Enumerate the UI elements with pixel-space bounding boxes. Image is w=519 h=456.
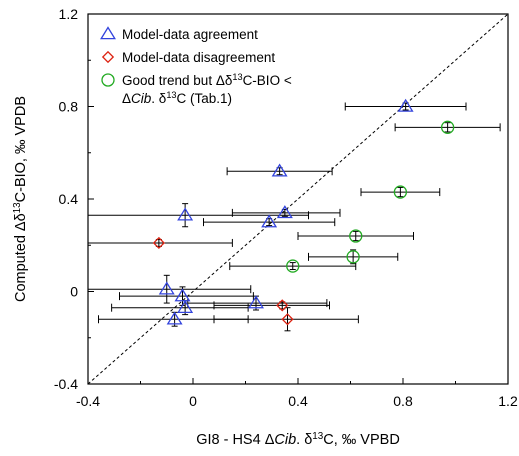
legend-label: Good trend but Δδ13C-BIO < [122, 72, 292, 88]
x-axis-label-part: C, ‰ VPBD [323, 432, 400, 448]
legend-label-line2-part: C (Tab.1) [177, 91, 233, 106]
data-point-diamond [276, 299, 289, 312]
data-point-diamond [281, 313, 294, 326]
legend-label-line2-part: Δ [122, 91, 131, 106]
x-axis-label-part: 13 [312, 431, 323, 442]
x-tick-label: -0.4 [76, 393, 100, 409]
y-tick-label: 0 [70, 284, 78, 300]
legend-label: Model-data disagreement [122, 50, 275, 65]
data-point-circle [393, 185, 408, 199]
data-point-circle [440, 120, 455, 134]
data-point-circle [349, 229, 363, 243]
data-point-triangle [174, 288, 191, 302]
data-point-triangle [397, 98, 414, 112]
legend-label-part: C-BIO < [243, 73, 292, 88]
y-tick-label: 1.2 [59, 6, 79, 22]
x-axis-label-part: . δ [296, 432, 312, 448]
data-point-triangle [177, 207, 194, 221]
legend-label-part: Model-data agreement [122, 27, 258, 42]
data-point-triangle [261, 214, 278, 228]
legend-marker-triangle [100, 26, 116, 40]
data-point-triangle [276, 205, 293, 219]
legend-label-part: Model-data disagreement [122, 50, 275, 65]
y-tick-label: -0.4 [54, 376, 78, 392]
data-point-triangle [271, 163, 288, 177]
y-axis-label-part: 13 [12, 202, 23, 213]
x-tick-label: 1.2 [498, 393, 518, 409]
legend-label-line2-part: . δ [151, 91, 166, 106]
x-tick-label: 0.4 [288, 393, 308, 409]
x-tick-label: 0 [189, 393, 197, 409]
x-tick-label: 0.8 [393, 393, 413, 409]
y-tick-label: 0.4 [59, 191, 79, 207]
legend-label-line2-part: Cib [131, 91, 152, 106]
legend-label-part: Good trend but Δδ [122, 73, 232, 88]
legend-label-part: 13 [232, 72, 242, 82]
data-point-triangle [166, 311, 183, 325]
data-point-triangle [158, 281, 175, 295]
y-axis-label: Computed Δδ13C-BIO, ‰ VPDB [12, 96, 30, 302]
data-point-circle [346, 250, 360, 264]
data-point-circle [286, 259, 300, 273]
y-axis-label-part: C-BIO, ‰ VPDB [13, 96, 29, 202]
y-tick-label: 0.8 [59, 99, 79, 115]
data-point-triangle [177, 299, 194, 313]
x-axis-label-part: GI8 - HS4 Δ [196, 432, 274, 448]
legend-label-line2: ΔCib. δ13C (Tab.1) [122, 90, 232, 106]
legend-marker-diamond [101, 50, 115, 64]
y-axis-label-part: Computed Δδ [13, 213, 29, 302]
x-axis-label: GI8 - HS4 ΔCib. δ13C, ‰ VPBD [196, 431, 400, 449]
x-axis-label-part: Cib [274, 432, 296, 448]
legend-label: Model-data agreement [122, 27, 258, 42]
legend-marker-circle [101, 73, 115, 87]
data-point-diamond [152, 236, 165, 250]
legend-label-line2-part: 13 [166, 90, 176, 100]
data-point-triangle [248, 295, 264, 309]
